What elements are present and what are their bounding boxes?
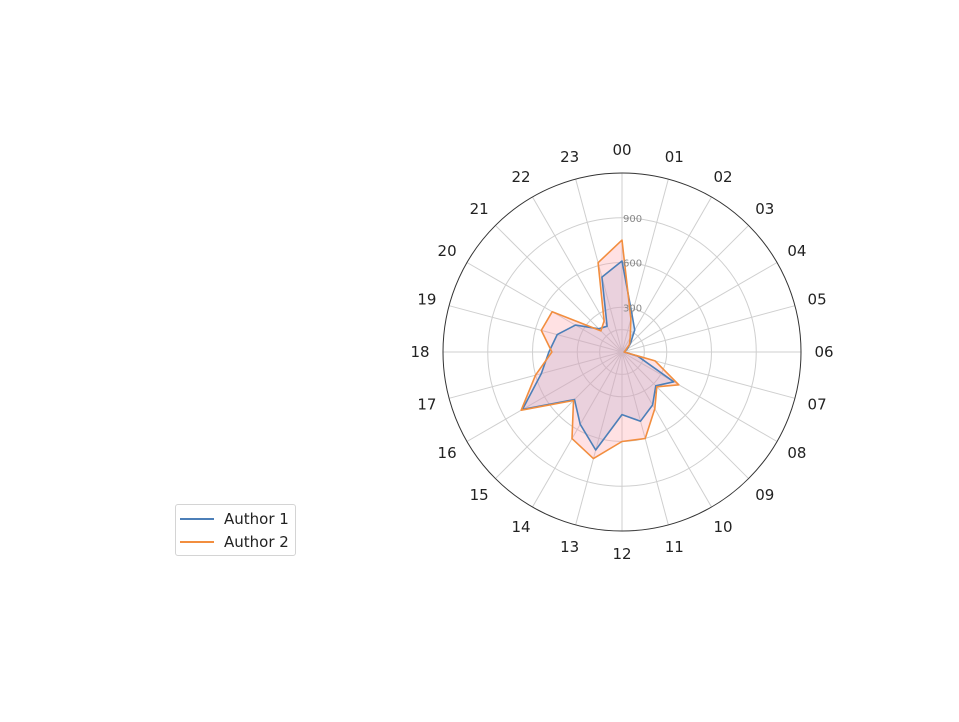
- legend-swatch-author-1: [180, 518, 214, 520]
- radial-tick-label: 900: [623, 214, 642, 225]
- category-label-18: 18: [410, 343, 429, 361]
- category-label-15: 15: [470, 486, 489, 504]
- grid-spoke-03: [621, 225, 749, 353]
- category-label-22: 22: [511, 168, 530, 186]
- category-label-16: 16: [438, 444, 457, 462]
- category-label-04: 04: [787, 242, 806, 260]
- grid-spoke-10: [621, 351, 712, 508]
- chart-legend: Author 1 Author 2: [175, 504, 296, 556]
- grid-spoke-13: [575, 351, 623, 526]
- grid-spoke-04: [621, 262, 778, 353]
- series-layer: [520, 239, 680, 460]
- polar-frame: [442, 172, 802, 532]
- category-label-03: 03: [755, 200, 774, 218]
- legend-label-author-2: Author 2: [224, 533, 289, 551]
- radial-tick-label: 600: [623, 259, 642, 270]
- category-label-01: 01: [665, 148, 684, 166]
- category-label-13: 13: [560, 538, 579, 556]
- grid-spoke-08: [621, 351, 778, 442]
- category-label-02: 02: [713, 168, 732, 186]
- category-label-14: 14: [511, 518, 530, 536]
- series-line-2: [520, 239, 680, 460]
- grid-spoke-01: [621, 178, 669, 353]
- radial-tick-label: 300: [623, 303, 642, 314]
- axis-labels: 300 600 900 00 01 02 03 04 05 06 07 08 09 10 11 12 13 14 1…: [410, 141, 833, 563]
- category-label-08: 08: [787, 444, 806, 462]
- legend-label-author-1: Author 1: [224, 510, 289, 528]
- grid-spoke-14: [532, 351, 623, 508]
- category-label-21: 21: [470, 200, 489, 218]
- grid-spoke-09: [621, 351, 749, 479]
- category-label-17: 17: [417, 395, 436, 413]
- category-label-10: 10: [713, 518, 732, 536]
- grid-spoke-20: [466, 262, 623, 353]
- category-label-19: 19: [417, 291, 436, 309]
- category-label-05: 05: [808, 291, 827, 309]
- series-fill-1: [522, 261, 674, 450]
- series-fill-2: [521, 240, 679, 459]
- category-label-12: 12: [612, 545, 631, 563]
- category-label-20: 20: [438, 242, 457, 260]
- category-label-07: 07: [808, 395, 827, 413]
- grid-spoke-05: [621, 305, 796, 353]
- grid-spoke-15: [495, 351, 623, 479]
- grid-spoke-19: [448, 305, 623, 353]
- category-label-11: 11: [665, 538, 684, 556]
- grid-spoke-02: [621, 196, 712, 353]
- category-label-09: 09: [755, 486, 774, 504]
- category-label-23: 23: [560, 148, 579, 166]
- legend-entry-author-1: Author 1: [176, 508, 289, 530]
- category-label-06: 06: [814, 343, 833, 361]
- legend-entry-author-2: Author 2: [176, 531, 289, 553]
- legend-swatch-author-2: [180, 541, 214, 543]
- grid-spoke-16: [466, 351, 623, 442]
- category-label-00: 00: [612, 141, 631, 159]
